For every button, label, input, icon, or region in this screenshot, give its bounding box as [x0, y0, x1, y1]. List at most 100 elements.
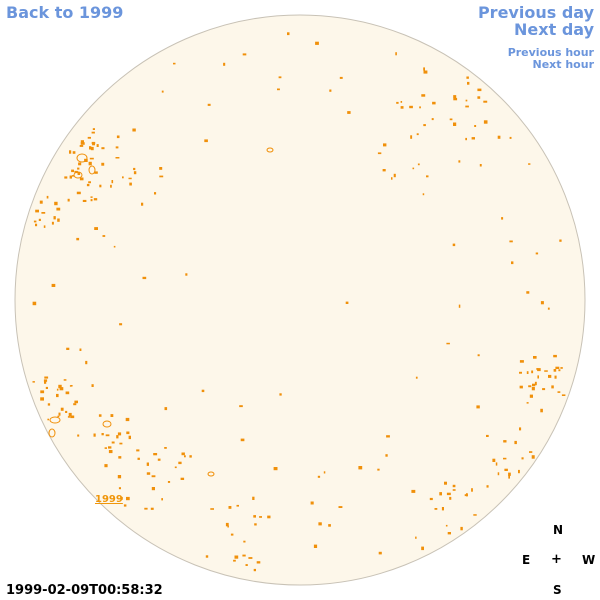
magnetic-feature	[508, 475, 510, 479]
magnetic-feature	[43, 379, 48, 382]
magnetic-feature	[497, 135, 501, 139]
magnetic-feature	[243, 540, 246, 543]
magnetic-feature	[477, 88, 482, 92]
magnetic-feature	[519, 385, 523, 389]
magnetic-feature	[227, 525, 229, 528]
back-to-year-link[interactable]: Back to 1999	[6, 3, 124, 22]
magnetic-feature	[228, 506, 232, 509]
magnetic-feature	[486, 485, 489, 488]
magnetic-feature	[101, 162, 105, 166]
magnetic-feature	[410, 135, 413, 139]
magnetic-feature	[189, 455, 192, 458]
magnetic-feature	[32, 381, 35, 383]
magnetic-feature	[76, 191, 81, 195]
magnetic-feature	[122, 176, 124, 179]
magnetic-feature	[315, 41, 319, 45]
magnetic-feature	[446, 342, 450, 345]
magnetic-feature	[47, 418, 49, 421]
magnetic-feature	[277, 88, 280, 91]
magnetic-feature	[396, 101, 399, 104]
magnetic-feature	[137, 457, 140, 460]
magnetic-feature	[400, 101, 403, 103]
magnetic-feature	[119, 442, 123, 445]
magnetic-feature	[528, 163, 531, 165]
magnetic-feature	[434, 508, 438, 510]
magnetic-feature	[65, 410, 68, 413]
magnetic-feature	[421, 546, 424, 551]
previous-day-link[interactable]: Previous day	[477, 3, 594, 22]
magnetic-feature	[79, 348, 82, 351]
magnetic-feature	[116, 135, 120, 139]
magnetic-feature	[531, 455, 535, 459]
magnetic-feature	[88, 161, 92, 166]
magnetic-feature	[465, 137, 467, 141]
magnetic-feature	[40, 397, 44, 401]
magnetic-feature	[426, 175, 429, 178]
magnetic-feature	[467, 81, 470, 85]
magnetic-feature	[67, 416, 71, 418]
magnetic-feature	[422, 193, 425, 196]
magnetic-feature	[521, 457, 524, 460]
next-hour-link[interactable]: Next hour	[532, 58, 595, 71]
magnetic-feature	[88, 181, 91, 184]
magnetic-feature	[526, 291, 530, 294]
magnetic-feature	[63, 379, 67, 381]
magnetic-feature	[210, 508, 214, 510]
magnetic-feature	[117, 432, 122, 436]
magnetic-feature	[558, 369, 561, 372]
year-link[interactable]: 1999	[95, 494, 123, 505]
previous-hour-link[interactable]: Previous hour	[507, 46, 594, 59]
magnetic-feature	[72, 175, 74, 177]
magnetic-feature	[560, 367, 563, 369]
magnetic-feature	[458, 160, 461, 163]
magnetic-feature	[465, 99, 468, 102]
magnetic-feature	[180, 477, 185, 480]
magnetic-feature	[329, 89, 332, 92]
magnetic-feature	[126, 496, 130, 501]
compass-west: W	[582, 553, 596, 567]
magnetic-feature	[378, 551, 382, 555]
magnetic-feature	[529, 394, 533, 398]
magnetic-feature	[452, 484, 456, 488]
magnetic-feature	[477, 354, 480, 357]
magnetic-feature	[115, 146, 119, 149]
magnetic-feature	[503, 457, 507, 460]
magnetic-feature-contour	[88, 165, 96, 175]
magnetic-feature	[248, 557, 253, 559]
magnetic-feature	[444, 481, 447, 485]
magnetic-feature	[509, 136, 512, 139]
magnetic-feature	[447, 532, 451, 535]
magnetic-feature	[66, 347, 70, 350]
magnetic-feature	[535, 252, 539, 255]
magnetic-feature	[153, 453, 158, 456]
magnetic-feature	[253, 568, 256, 572]
magnetic-feature	[537, 375, 539, 379]
magnetic-feature	[132, 128, 136, 132]
magnetic-feature	[82, 199, 87, 202]
magnetic-feature	[47, 403, 51, 406]
magnetic-feature	[159, 167, 163, 170]
magnetic-feature	[441, 507, 444, 511]
magnetic-feature	[126, 431, 130, 435]
magnetic-feature	[225, 522, 229, 527]
magnetic-feature	[254, 523, 257, 526]
compass-north: N	[553, 523, 564, 537]
next-day-link[interactable]: Next day	[514, 20, 594, 39]
magnetic-feature	[452, 489, 456, 491]
magnetic-feature	[347, 111, 351, 114]
magnetic-feature	[534, 381, 537, 386]
magnetic-feature	[449, 118, 453, 121]
magnetic-feature	[104, 464, 108, 468]
magnetic-feature	[117, 475, 122, 479]
magnetic-feature	[41, 212, 46, 214]
magnetic-feature	[531, 370, 534, 374]
magnetic-feature	[453, 95, 457, 99]
magnetic-feature	[554, 375, 557, 379]
magnetic-feature	[173, 62, 176, 65]
magnetic-feature	[458, 304, 461, 308]
magnetic-feature	[40, 390, 45, 394]
magnetic-feature	[35, 223, 38, 227]
magnetic-feature	[514, 440, 517, 445]
magnetic-feature	[471, 488, 473, 492]
